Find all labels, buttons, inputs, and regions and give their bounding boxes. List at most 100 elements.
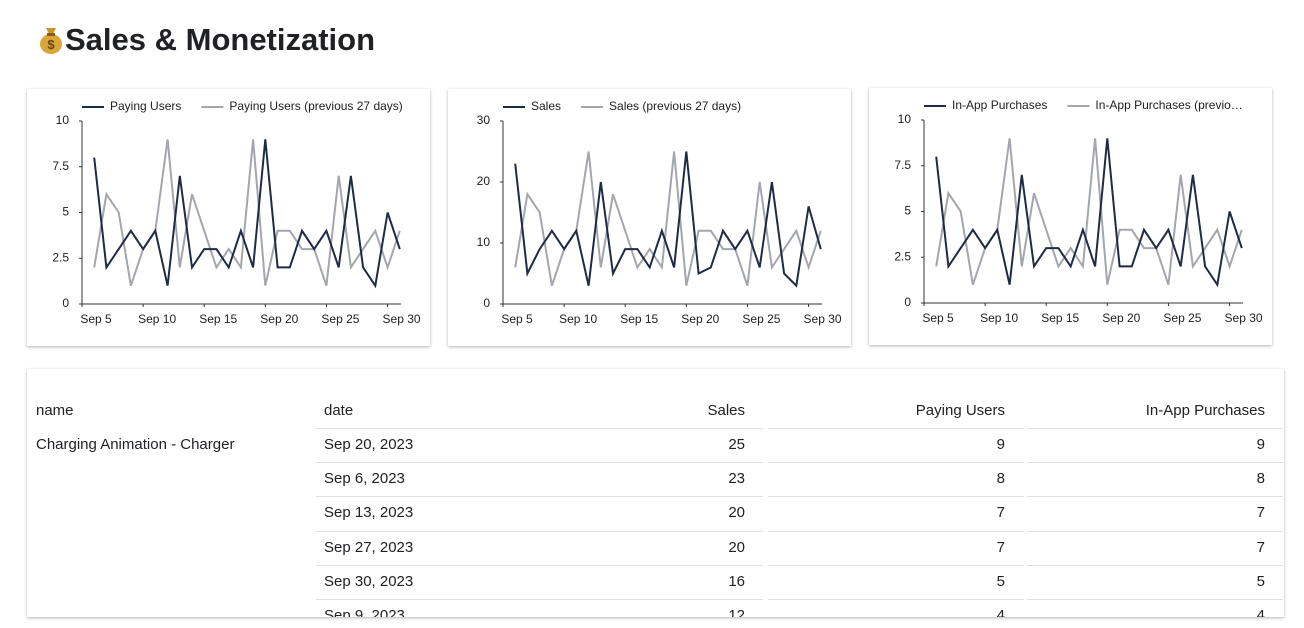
y-tick-label: 10 <box>56 113 70 127</box>
table-cell: 25 <box>728 436 745 453</box>
table-cell: 16 <box>728 572 745 590</box>
y-tick-label: 5 <box>62 205 69 219</box>
x-tick-label: Sep 5 <box>922 311 954 325</box>
row-border <box>316 496 506 498</box>
x-tick-label: Sep 30 <box>804 312 842 326</box>
row-border <box>316 530 506 532</box>
y-tick-label: 20 <box>477 174 491 188</box>
row-border <box>506 462 763 464</box>
table-cell: 7 <box>1256 538 1265 556</box>
x-tick-label: Sep 5 <box>501 312 533 326</box>
table-cell: 7 <box>996 538 1005 556</box>
row-border <box>1027 462 1283 464</box>
y-tick-label: 10 <box>477 235 491 249</box>
table-cell: 7 <box>996 504 1005 522</box>
row-border <box>768 428 1024 429</box>
line-chart: 0 10 20 30 Sep 5 Sep 10 Sep 15 Sep 20 Sep 25 Sep … <box>477 99 842 326</box>
row-border <box>1027 530 1283 532</box>
series-line <box>935 138 1243 286</box>
x-tick-label: Sep 20 <box>1102 311 1140 325</box>
x-tick-label: Sep 15 <box>199 312 237 326</box>
x-tick-label: Sep 20 <box>260 312 298 326</box>
table-cell: Sep 6, 2023 <box>324 470 405 488</box>
x-tick-label: Sep 10 <box>138 312 176 326</box>
x-tick-label: Sep 10 <box>559 312 597 326</box>
legend-label: In-App Purchases <box>952 98 1047 112</box>
row-border <box>316 428 506 429</box>
legend-label: Paying Users <box>110 99 181 113</box>
table-cell: 12 <box>728 607 745 617</box>
x-tick-label: Sep 15 <box>1041 311 1079 325</box>
column-header: name <box>36 402 74 419</box>
x-tick-label: Sep 30 <box>1225 311 1263 325</box>
column-header: Paying Users <box>915 402 1005 419</box>
legend-label: In-App Purchases (previo… <box>1095 98 1242 112</box>
y-tick-label: 7.5 <box>52 159 69 173</box>
row-border <box>768 496 1024 498</box>
column-header: In-App Purchases <box>1145 402 1265 419</box>
table-cell: Sep 20, 2023 <box>324 436 414 453</box>
x-tick-label: Sep 30 <box>383 312 421 326</box>
series-line <box>514 151 822 288</box>
table-cell: Sep 9, 2023 <box>324 607 405 617</box>
legend-label: Sales (previous 27 days) <box>609 99 741 113</box>
x-tick-label: Sep 20 <box>681 312 719 326</box>
table-cell: 20 <box>728 538 745 556</box>
row-border <box>768 462 1024 464</box>
table-cell: 7 <box>1256 504 1265 522</box>
y-tick-label: 0 <box>483 296 490 310</box>
series-line <box>514 151 822 287</box>
y-tick-label: 2.5 <box>894 249 911 263</box>
row-border <box>506 428 763 429</box>
line-chart: 0 2.5 5 7.5 10 Sep 5 Sep 10 Sep 15 Sep 20 Sep 25 S… <box>894 98 1263 325</box>
y-tick-label: 0 <box>62 296 69 310</box>
legend-label: Sales <box>531 99 561 113</box>
x-tick-label: Sep 25 <box>321 312 359 326</box>
y-tick-label: 10 <box>898 112 912 126</box>
table-cell: 5 <box>1256 572 1265 590</box>
y-tick-label: 5 <box>904 204 911 218</box>
table-cell: 4 <box>1256 607 1265 617</box>
column-header: Sales <box>707 402 745 419</box>
row-border <box>1027 599 1283 600</box>
row-border <box>316 462 506 464</box>
line-chart: 0 2.5 5 7.5 10 Sep 5 Sep 10 Sep 15 Sep 20 Sep 25 S… <box>52 99 421 326</box>
row-border <box>768 564 1024 566</box>
x-tick-label: Sep 15 <box>620 312 658 326</box>
money-bag-icon: $ <box>40 28 62 54</box>
series-line <box>935 138 1243 288</box>
table-cell: 4 <box>996 607 1005 617</box>
y-tick-label: 7.5 <box>894 158 911 172</box>
chart-card: 0 2.5 5 7.5 10 Sep 5 Sep 10 Sep 15 Sep 20 Sep 25 S… <box>869 88 1272 345</box>
y-tick-label: 0 <box>904 295 911 309</box>
row-border <box>768 599 1024 600</box>
row-border <box>316 564 506 566</box>
chart-card: 0 2.5 5 7.5 10 Sep 5 Sep 10 Sep 15 Sep 20 Sep 25 S… <box>27 89 430 346</box>
series-line <box>93 139 401 289</box>
table-cell: 9 <box>996 436 1005 453</box>
y-tick-label: 2.5 <box>52 250 69 264</box>
chart-card: 0 10 20 30 Sep 5 Sep 10 Sep 15 Sep 20 Sep 25 Sep … <box>448 89 851 346</box>
row-border <box>1027 428 1283 429</box>
page-title: Sales & Monetization <box>65 22 376 57</box>
table-cell: 20 <box>728 504 745 522</box>
x-tick-label: Sep 5 <box>80 312 112 326</box>
table-cell: Sep 27, 2023 <box>324 538 414 556</box>
x-tick-label: Sep 25 <box>742 312 780 326</box>
column-header: date <box>324 402 354 419</box>
row-border <box>506 564 763 566</box>
table-cell: Sep 30, 2023 <box>324 572 414 590</box>
x-tick-label: Sep 25 <box>1163 311 1201 325</box>
table-cell: 8 <box>996 470 1005 488</box>
y-tick-label: 30 <box>477 113 491 127</box>
row-border <box>1027 564 1283 566</box>
legend-label: Paying Users (previous 27 days) <box>229 99 402 113</box>
row-border <box>316 599 506 600</box>
cell-name: Charging Animation - Charger <box>36 436 235 453</box>
svg-text:$: $ <box>47 37 55 52</box>
row-border <box>1027 496 1283 498</box>
row-border <box>768 530 1024 532</box>
table-cell: Sep 13, 2023 <box>324 504 414 522</box>
series-line <box>93 139 401 287</box>
